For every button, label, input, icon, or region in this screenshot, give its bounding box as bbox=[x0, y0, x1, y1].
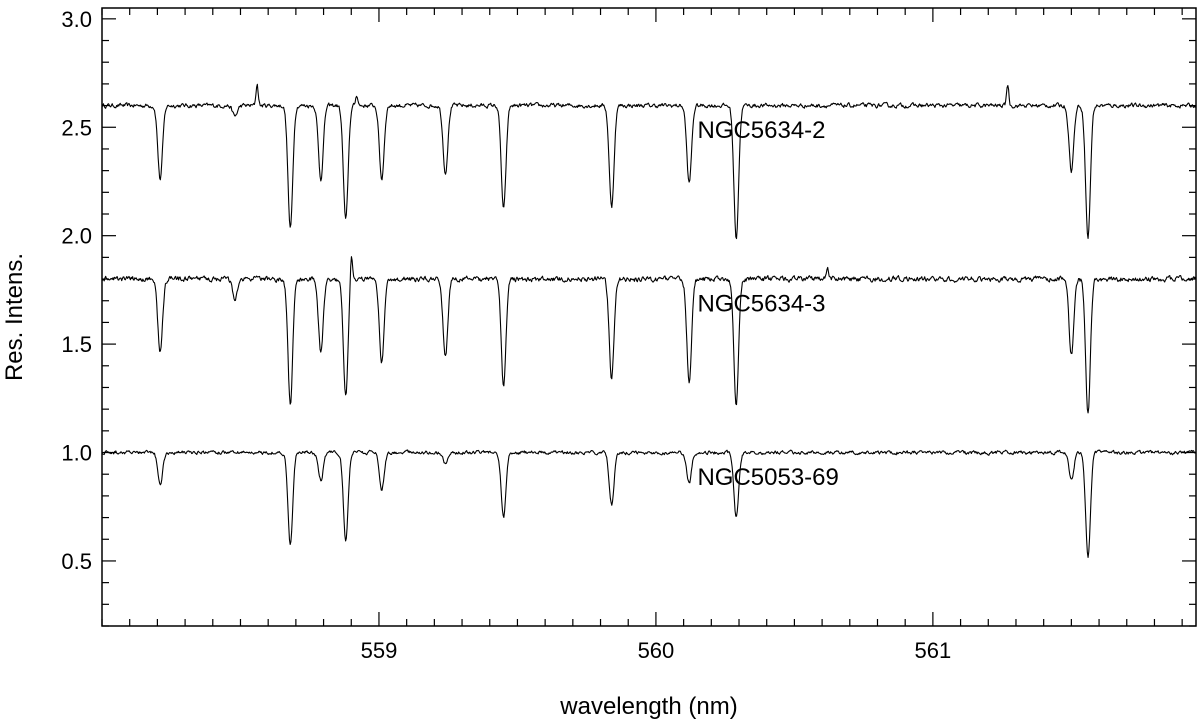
y-tick-label: 1.0 bbox=[61, 441, 92, 466]
spectrum-line bbox=[101, 83, 1197, 240]
x-axis-label: wavelength (nm) bbox=[559, 693, 737, 720]
x-tick-label: 559 bbox=[361, 638, 398, 663]
spectra-series bbox=[101, 83, 1197, 558]
spectrum-line bbox=[101, 449, 1197, 558]
y-tick-label: 3.0 bbox=[61, 7, 92, 32]
y-tick-label: 2.0 bbox=[61, 224, 92, 249]
plot-frame bbox=[101, 7, 1197, 627]
y-axis-label: Res. Intens. bbox=[1, 253, 28, 381]
series-label: NGC5634-2 bbox=[697, 117, 825, 144]
series-label: NGC5634-3 bbox=[697, 291, 825, 318]
y-tick-label: 0.5 bbox=[61, 549, 92, 574]
spectrum-line bbox=[101, 256, 1197, 414]
axis-ticks: 559 560 561 0.5 1.0 1.5 2.0 2.5 3.0 bbox=[61, 7, 1196, 663]
y-tick-label: 2.5 bbox=[61, 115, 92, 140]
x-tick-label: 560 bbox=[638, 638, 675, 663]
series-labels: NGC5634-2 NGC5634-3 NGC5053-69 bbox=[697, 117, 838, 491]
x-tick-label: 561 bbox=[915, 638, 952, 663]
y-tick-label: 1.5 bbox=[61, 332, 92, 357]
series-label: NGC5053-69 bbox=[697, 464, 838, 491]
